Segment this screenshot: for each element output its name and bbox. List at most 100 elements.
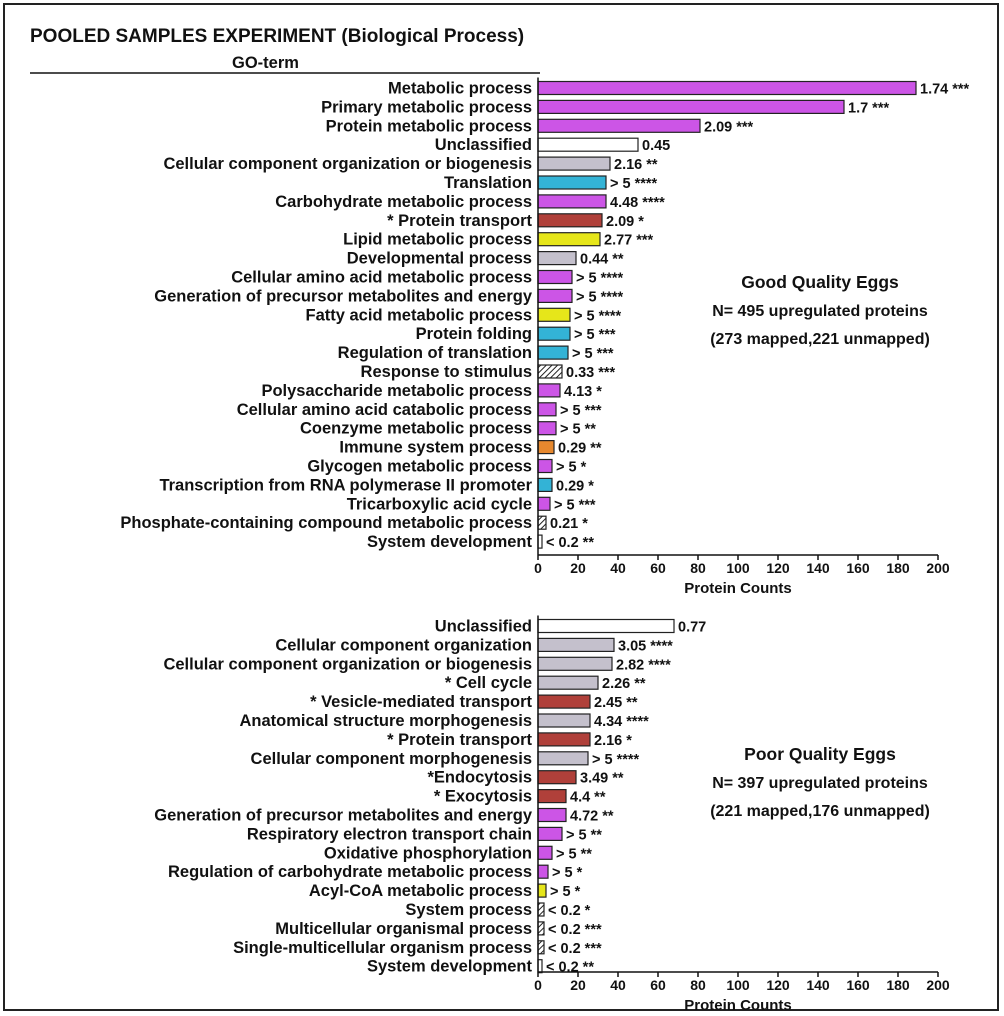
bar: [537, 137, 639, 152]
category-label: Multicellular organismal process: [275, 920, 532, 938]
category-label: Fatty acid metabolic process: [306, 306, 533, 324]
bar-value-label: 2.09 *: [606, 214, 644, 230]
x-tick-label: 200: [926, 977, 950, 993]
bar: [537, 477, 553, 492]
x-tick-label: 120: [766, 560, 790, 576]
category-label: Immune system process: [339, 439, 532, 457]
bar: [537, 732, 591, 747]
x-tick-label: 140: [806, 560, 830, 576]
category-label: Acyl-CoA metabolic process: [309, 882, 532, 900]
bar: [537, 713, 591, 728]
chart-panel-2: Unclassified 0.77 Cellular component organ…: [154, 615, 950, 1014]
bar-value-label: 4.4 **: [570, 790, 606, 806]
category-label: Single-multicellular organism process: [233, 939, 532, 957]
bar-value-label: 2.16 *: [594, 733, 632, 749]
x-tick-label: 20: [570, 977, 586, 993]
bar: [537, 845, 553, 860]
category-label: Phosphate-containing compound metabolic …: [120, 514, 532, 532]
annotation-line: N= 495 upregulated proteins: [712, 303, 928, 320]
category-label: * Cell cycle: [445, 674, 532, 692]
annotation-title: Poor Quality Eggs: [744, 744, 896, 764]
x-tick-label: 0: [534, 977, 542, 993]
category-label: Regulation of carbohydrate metabolic pro…: [168, 863, 532, 881]
bar: [537, 440, 555, 455]
go-term-header: GO-term: [232, 54, 299, 72]
category-label: Cellular component organization or bioge…: [163, 655, 532, 673]
x-tick-label: 60: [650, 977, 666, 993]
bar-value-label: 3.49 **: [580, 771, 624, 787]
bar: [537, 326, 571, 341]
bar-value-label: 1.7 ***: [848, 100, 889, 116]
category-label: Transcription from RNA polymerase II pro…: [159, 476, 532, 494]
bar: [537, 921, 545, 936]
bar: [537, 656, 613, 671]
bar: [537, 751, 589, 766]
bar: [537, 807, 567, 823]
category-label: Carbohydrate metabolic process: [275, 193, 532, 211]
category-label: Primary metabolic process: [321, 98, 532, 116]
bar-value-label: 0.29 *: [556, 478, 594, 494]
bar: [537, 675, 599, 690]
category-label: Unclassified: [435, 618, 532, 636]
category-label: Cellular amino acid metabolic process: [231, 269, 532, 287]
x-tick-label: 140: [806, 977, 830, 993]
bar: [537, 364, 563, 379]
bar: [537, 694, 591, 709]
bar-value-label: > 5 **: [560, 422, 596, 438]
x-tick-label: 80: [690, 560, 706, 576]
x-tick-label: 60: [650, 560, 666, 576]
charts-layer: Metabolic process 1.74 *** Primary metabol…: [120, 77, 970, 1014]
bar: [537, 864, 549, 879]
category-label: Coenzyme metabolic process: [300, 420, 532, 438]
bar-value-label: > 5 *: [556, 460, 587, 476]
category-label: *Endocytosis: [427, 769, 532, 787]
bar: [537, 307, 571, 322]
annotation-line: (221 mapped,176 unmapped): [710, 803, 930, 820]
x-tick-label: 40: [610, 560, 626, 576]
bar-value-label: 2.77 ***: [604, 233, 654, 249]
category-label: Cellular component morphogenesis: [251, 750, 532, 768]
bar-value-label: 2.26 **: [602, 676, 646, 692]
x-axis-label: Protein Counts: [684, 997, 792, 1014]
bar: [537, 496, 551, 511]
bar-value-label: < 0.2 *: [548, 903, 591, 919]
bar: [537, 515, 547, 530]
bar: [537, 883, 547, 898]
x-tick-label: 20: [570, 560, 586, 576]
x-tick-label: 100: [726, 560, 750, 576]
bar-value-label: > 5 ***: [574, 327, 616, 343]
category-label: Protein folding: [416, 325, 532, 343]
x-tick-label: 40: [610, 977, 626, 993]
bar: [537, 175, 607, 190]
category-label: * Exocytosis: [434, 788, 532, 806]
bar: [537, 826, 563, 842]
bar: [537, 269, 573, 285]
bar: [537, 288, 573, 303]
bar: [537, 383, 561, 398]
bar-value-label: > 5 ****: [576, 289, 624, 305]
bar-value-label: > 5 ****: [576, 271, 624, 287]
bar-value-label: 4.34 ****: [594, 714, 649, 730]
category-label: Tricarboxylic acid cycle: [347, 495, 532, 513]
category-label: Generation of precursor metabolites and …: [154, 807, 533, 825]
x-tick-label: 80: [690, 977, 706, 993]
category-label: Generation of precursor metabolites and …: [154, 287, 533, 305]
bar-value-label: > 5 **: [566, 827, 602, 843]
bar-value-label: 0.77: [678, 620, 706, 636]
bar-value-label: 0.45: [642, 138, 670, 154]
category-label: System development: [367, 533, 533, 551]
x-tick-label: 100: [726, 977, 750, 993]
category-label: * Vesicle-mediated transport: [310, 693, 532, 711]
bar-value-label: > 5 ***: [554, 497, 596, 513]
bar: [537, 232, 601, 247]
category-label: Oxidative phosphorylation: [324, 844, 532, 862]
bar-value-label: 3.05 ****: [618, 638, 673, 654]
bar-value-label: < 0.2 **: [546, 535, 594, 551]
bar-value-label: 0.29 **: [558, 441, 602, 457]
x-tick-label: 160: [846, 977, 870, 993]
annotation-line: (273 mapped,221 unmapped): [710, 331, 930, 348]
bar-value-label: 1.74 ***: [920, 82, 970, 98]
bar: [537, 80, 917, 96]
x-tick-label: 120: [766, 977, 790, 993]
bar-value-label: > 5 **: [556, 846, 592, 862]
